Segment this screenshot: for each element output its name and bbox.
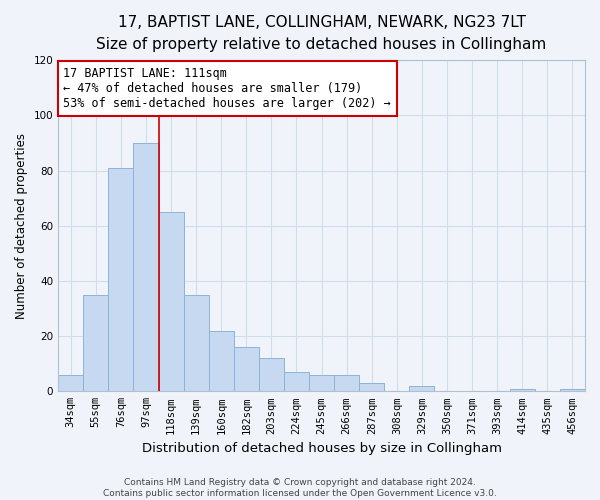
Bar	[284, 372, 309, 392]
Y-axis label: Number of detached properties: Number of detached properties	[15, 133, 28, 319]
Bar	[309, 375, 334, 392]
Bar	[359, 383, 385, 392]
Title: 17, BAPTIST LANE, COLLINGHAM, NEWARK, NG23 7LT
Size of property relative to deta: 17, BAPTIST LANE, COLLINGHAM, NEWARK, NG…	[97, 15, 547, 52]
Bar	[259, 358, 284, 392]
Bar	[158, 212, 184, 392]
Bar	[109, 168, 133, 392]
Bar	[209, 330, 234, 392]
Bar	[133, 143, 158, 392]
Bar	[409, 386, 434, 392]
Text: 17 BAPTIST LANE: 111sqm
← 47% of detached houses are smaller (179)
53% of semi-d: 17 BAPTIST LANE: 111sqm ← 47% of detache…	[64, 67, 391, 110]
Bar	[334, 375, 359, 392]
Bar	[184, 295, 209, 392]
Bar	[234, 347, 259, 392]
X-axis label: Distribution of detached houses by size in Collingham: Distribution of detached houses by size …	[142, 442, 502, 455]
Bar	[560, 388, 585, 392]
Bar	[83, 295, 109, 392]
Bar	[58, 375, 83, 392]
Text: Contains HM Land Registry data © Crown copyright and database right 2024.
Contai: Contains HM Land Registry data © Crown c…	[103, 478, 497, 498]
Bar	[510, 388, 535, 392]
